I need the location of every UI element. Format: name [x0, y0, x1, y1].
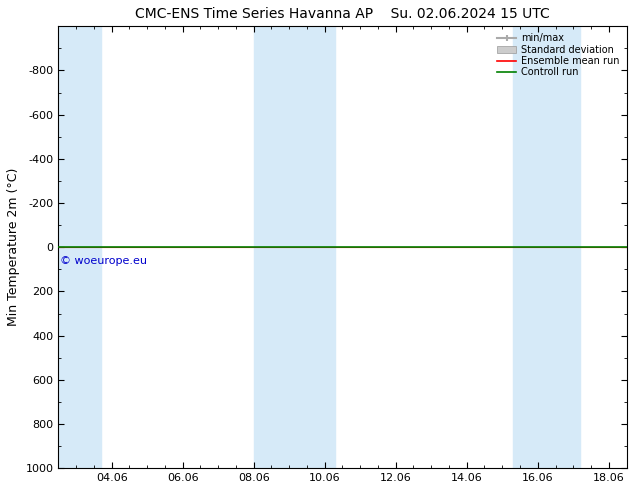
Bar — [58, 26, 101, 468]
Legend: min/max, Standard deviation, Ensemble mean run, Controll run: min/max, Standard deviation, Ensemble me… — [495, 31, 622, 79]
Title: CMC-ENS Time Series Havanna AP    Su. 02.06.2024 15 UTC: CMC-ENS Time Series Havanna AP Su. 02.06… — [135, 7, 550, 21]
Bar — [254, 26, 335, 468]
Bar — [513, 26, 580, 468]
Text: © woeurope.eu: © woeurope.eu — [60, 256, 147, 266]
Y-axis label: Min Temperature 2m (°C): Min Temperature 2m (°C) — [7, 168, 20, 326]
